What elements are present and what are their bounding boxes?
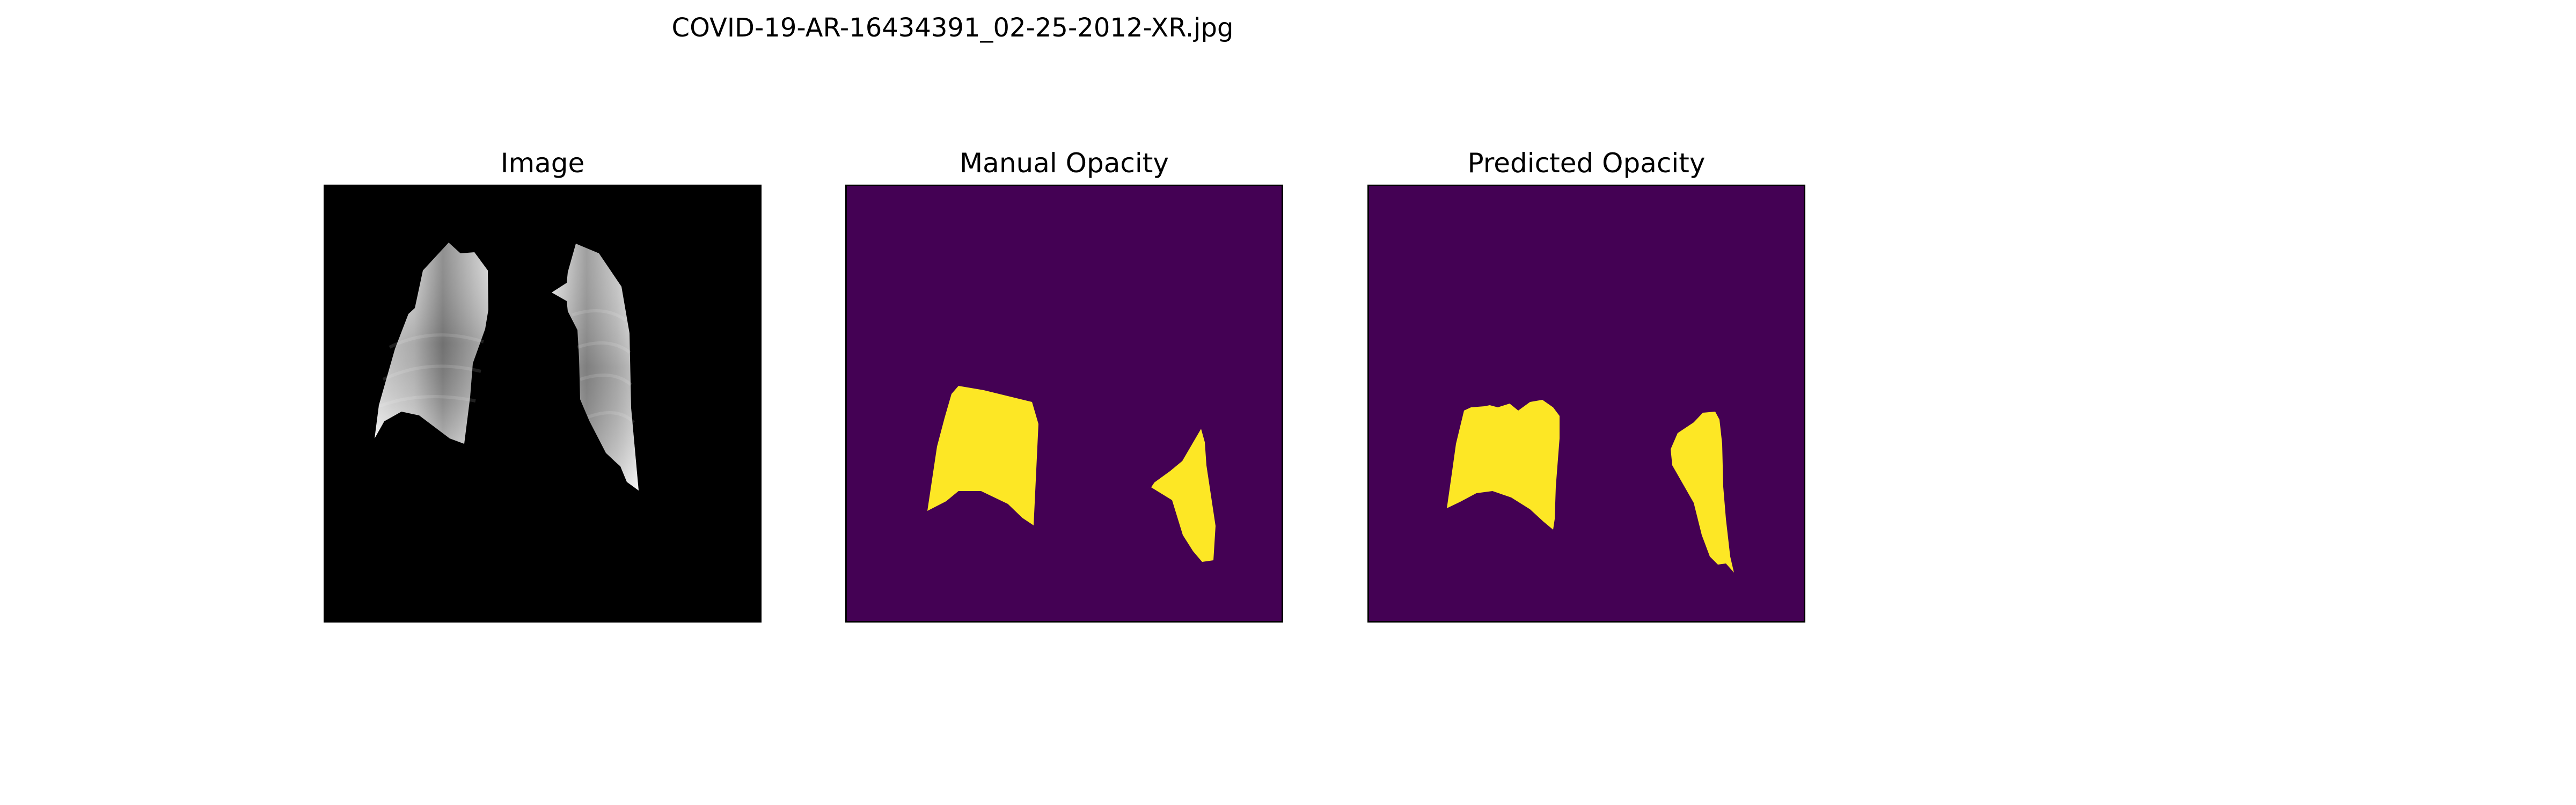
panel-predicted-opacity: Predicted Opacity: [1367, 146, 1805, 623]
manual-opacity-region-right: [1151, 429, 1216, 562]
manual-opacity-region-left: [927, 386, 1038, 525]
rib-texture: [378, 309, 635, 424]
panel-title-manual-opacity: Manual Opacity: [960, 148, 1169, 179]
xray-image: [325, 186, 760, 621]
manual-opacity-mask: [847, 186, 1282, 621]
panel-image: Image: [324, 146, 762, 623]
mask-background: [847, 186, 1282, 621]
predicted-opacity-mask: [1369, 186, 1804, 621]
predicted-opacity-frame: [1367, 185, 1805, 623]
figure-title: COVID-19-AR-16434391_02-25-2012-XR.jpg: [671, 13, 1234, 43]
left-lung-shading: [375, 243, 488, 444]
manual-opacity-frame: [845, 185, 1283, 623]
mask-background: [1369, 186, 1804, 621]
panel-title-image: Image: [500, 148, 585, 179]
panel-title-predicted-opacity: Predicted Opacity: [1467, 148, 1706, 179]
predicted-opacity-region-right: [1671, 412, 1734, 573]
xray-image-frame: [324, 185, 762, 623]
right-lung-shading: [552, 244, 639, 491]
predicted-opacity-region-left: [1447, 400, 1560, 530]
panel-manual-opacity: Manual Opacity: [845, 146, 1283, 623]
